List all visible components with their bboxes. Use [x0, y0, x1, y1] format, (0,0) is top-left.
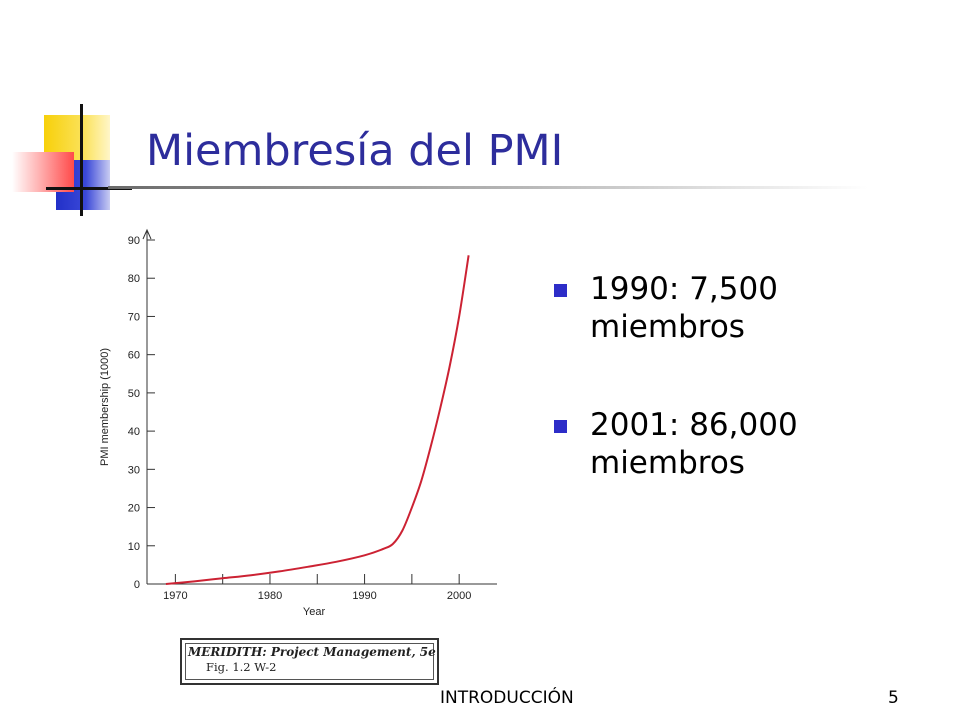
title-underline: [108, 186, 868, 189]
logo-red-bar: [12, 152, 74, 192]
bullet-item: 1990: 7,500 miembros: [552, 270, 872, 346]
logo-vertical-line: [80, 104, 83, 216]
x-axis-label: Year: [303, 606, 326, 618]
figure-citation: MERIDITH: Project Management, 5e Fig. 1.…: [180, 638, 439, 685]
bullet-square-icon: [554, 420, 567, 433]
slide-title: Miembresía del PMI: [146, 126, 564, 176]
bullet-square-icon: [554, 284, 567, 297]
slide-footer: INTRODUCCIÓN 5: [0, 684, 960, 714]
bullet-text: 2001: 86,000 miembros: [590, 407, 798, 481]
y-tick-label: 70: [128, 311, 140, 323]
citation-line-2: Fig. 1.2 W-2: [206, 660, 277, 674]
page-number: 5: [888, 688, 899, 708]
bullet-text: 1990: 7,500 miembros: [590, 271, 778, 345]
y-tick-label: 80: [128, 273, 140, 285]
y-tick-label: 30: [128, 464, 140, 476]
x-tick-label: 1980: [258, 590, 282, 602]
bullet-item: 2001: 86,000 miembros: [552, 406, 872, 482]
x-tick-label: 1970: [163, 590, 187, 602]
y-axis-arrow: [142, 228, 152, 240]
y-tick-label: 90: [128, 235, 140, 247]
citation-inner-border: [185, 643, 434, 680]
y-tick-label: 20: [128, 503, 140, 515]
y-tick-label: 50: [128, 388, 140, 400]
y-tick-label: 40: [128, 426, 140, 438]
citation-line-1: MERIDITH: Project Management, 5e: [188, 645, 436, 659]
bullet-list: 1990: 7,500 miembros 2001: 86,000 miembr…: [552, 270, 872, 542]
footer-section-label: INTRODUCCIÓN: [440, 688, 574, 708]
y-axis-label: PMI membership (1000): [99, 348, 111, 466]
membership-curve: [165, 255, 470, 585]
y-tick-label: 60: [128, 350, 140, 362]
x-tick-label: 1990: [352, 590, 376, 602]
logo-horizontal-line: [46, 187, 132, 190]
y-tick-label: 10: [128, 541, 140, 553]
membership-chart: 0 10 20 30 40 50 60 70 80 90 1970 1980 1990 2000 Year P…: [99, 228, 497, 618]
x-tick-label: 2000: [447, 590, 471, 602]
y-tick-label: 0: [134, 579, 140, 591]
